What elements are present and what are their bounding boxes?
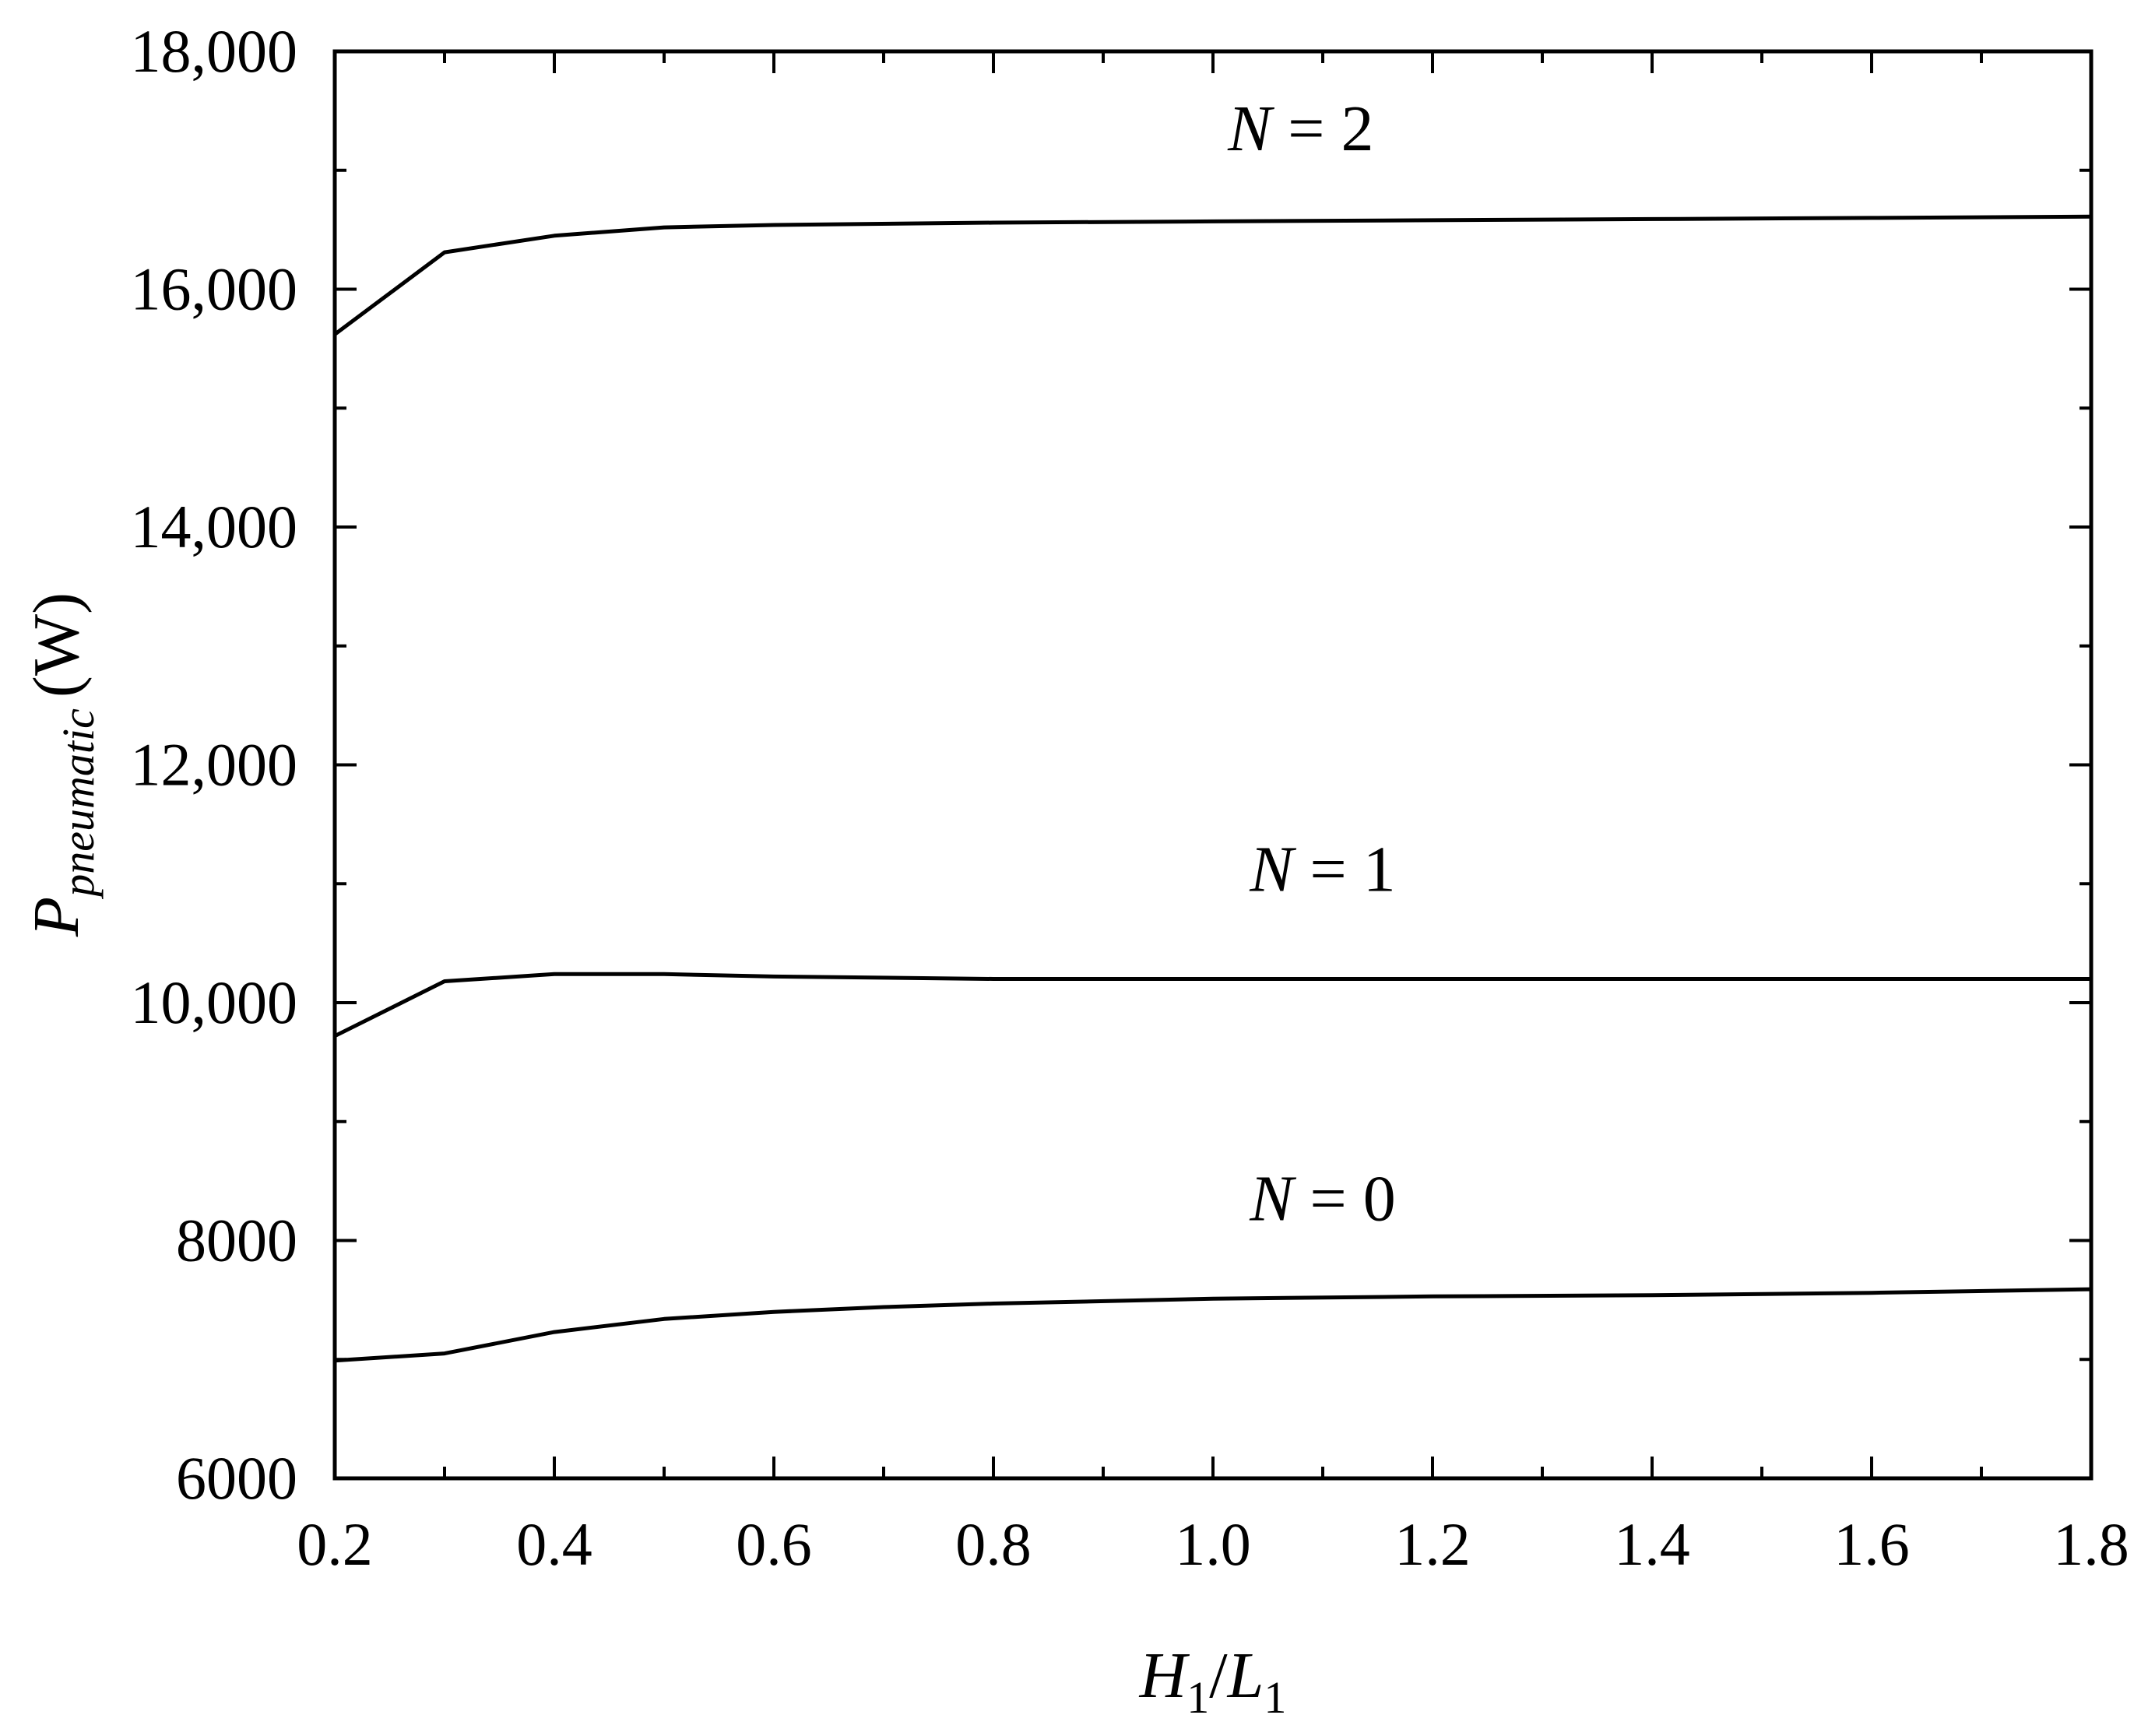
x-tick-label: 1.6 <box>1833 1510 1910 1578</box>
y-tick-label: 12,000 <box>131 731 298 799</box>
y-tick-label: 8000 <box>176 1207 297 1274</box>
x-tick-label: 1.8 <box>2053 1510 2129 1578</box>
y-tick-label: 14,000 <box>131 493 298 561</box>
x-tick-label: 0.4 <box>516 1510 592 1578</box>
y-axis-title: Ppneumatic(W) <box>20 592 104 937</box>
y-tick-label: 10,000 <box>131 968 298 1036</box>
y-tick-labels: 6000 8000 10,000 12,000 14,000 16,000 18,000 <box>131 17 298 1512</box>
plot-frame <box>332 49 2094 1481</box>
y-tick-label: 6000 <box>176 1444 297 1512</box>
series-line-n0 <box>334 1287 2092 1363</box>
series-line-n2 <box>333 214 2092 336</box>
x-tick-label: 0.6 <box>736 1510 812 1578</box>
x-tick-label: 1.0 <box>1175 1510 1251 1578</box>
x-tick-label: 1.4 <box>1614 1510 1690 1578</box>
series-label-n1: N = 1 <box>1249 833 1395 905</box>
x-tick-label: 0.2 <box>297 1510 373 1578</box>
x-axis-title: H1/L1 <box>1139 1639 1287 1723</box>
y-tick-label: 16,000 <box>131 255 298 323</box>
series-label-n2: N = 2 <box>1227 93 1373 165</box>
x-tick-labels: 0.2 0.4 0.6 0.8 1.0 1.2 1.4 1.6 1.8 <box>297 1510 2129 1578</box>
x-tick-label: 0.8 <box>955 1510 1032 1578</box>
series-line-n1 <box>333 972 2091 1038</box>
series-label-n0: N = 0 <box>1249 1163 1395 1235</box>
x-tick-label: 1.2 <box>1394 1510 1471 1578</box>
series-lines <box>333 214 2092 1363</box>
series-labels: N = 0 N = 1 N = 2 <box>1227 93 1396 1235</box>
y-tick-label: 18,000 <box>131 17 298 85</box>
axis-ticks <box>333 50 2093 1480</box>
